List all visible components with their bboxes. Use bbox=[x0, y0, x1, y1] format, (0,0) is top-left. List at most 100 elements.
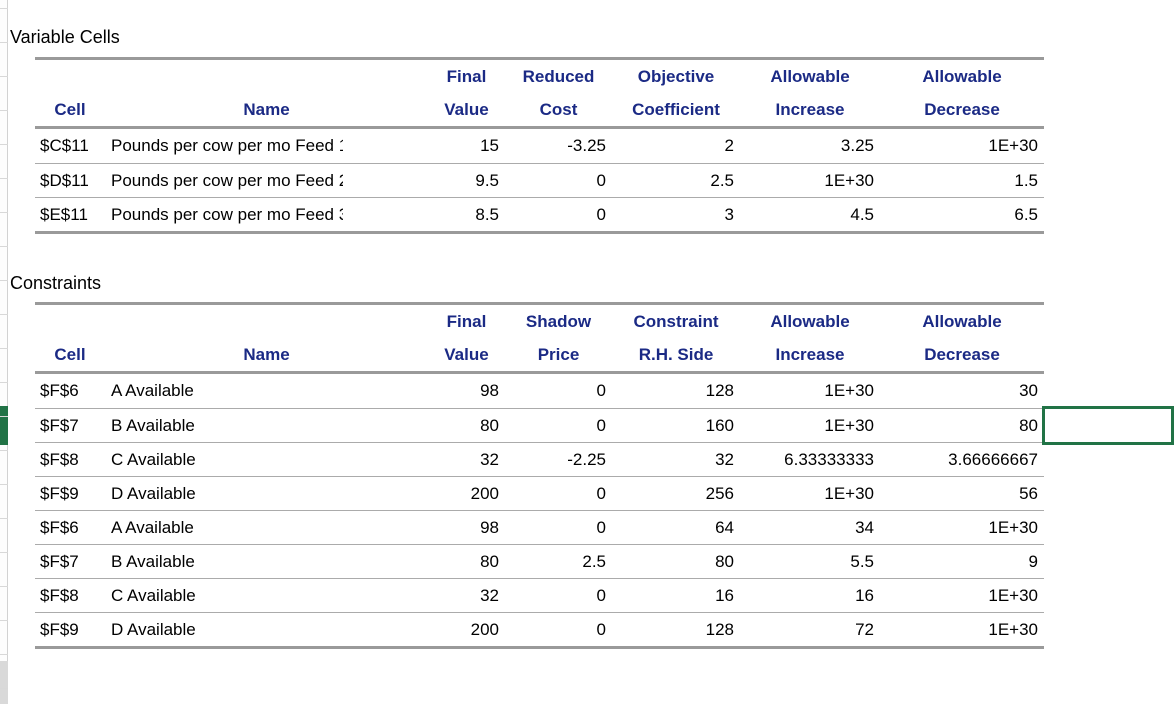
value-cell[interactable]: 200 bbox=[470, 484, 499, 503]
name-cell[interactable]: Pounds per cow per mo Feed 3 bbox=[105, 198, 428, 231]
column-header-cell[interactable]: Cell bbox=[54, 100, 86, 119]
value-cell[interactable]: 56 bbox=[1019, 484, 1038, 503]
value-cell[interactable]: 1E+30 bbox=[988, 586, 1038, 605]
value-cell[interactable]: 1.5 bbox=[1014, 171, 1038, 190]
value-cell[interactable]: 3.25 bbox=[840, 136, 874, 155]
value-cell[interactable]: 3.66666667 bbox=[948, 450, 1038, 469]
column-header-cell[interactable]: Decrease bbox=[924, 100, 1000, 119]
value-cell[interactable]: 9.5 bbox=[475, 171, 499, 190]
cell-reference[interactable]: $F$9 bbox=[40, 620, 79, 639]
value-cell[interactable]: 0 bbox=[596, 171, 606, 190]
column-header-cell[interactable]: Increase bbox=[775, 345, 845, 364]
value-cell[interactable]: 1E+30 bbox=[824, 416, 874, 435]
value-cell[interactable]: 2.5 bbox=[582, 552, 606, 571]
value-cell[interactable]: 1E+30 bbox=[988, 136, 1038, 155]
row-header-strip[interactable] bbox=[0, 0, 8, 704]
value-cell[interactable]: 0 bbox=[596, 620, 606, 639]
value-cell[interactable]: 80 bbox=[715, 552, 734, 571]
column-header-cell[interactable]: Decrease bbox=[924, 345, 1000, 364]
name-cell[interactable]: A Available bbox=[111, 381, 194, 400]
value-cell[interactable]: 15 bbox=[480, 136, 499, 155]
value-cell[interactable]: 32 bbox=[715, 450, 734, 469]
cell-reference[interactable]: $F$9 bbox=[40, 484, 79, 503]
value-cell[interactable]: 4.5 bbox=[850, 205, 874, 224]
column-header-cell[interactable]: Cell bbox=[54, 345, 86, 364]
cell-reference[interactable]: $F$7 bbox=[40, 552, 79, 571]
column-header-cell[interactable]: Shadow bbox=[525, 312, 592, 331]
value-cell[interactable]: 98 bbox=[480, 518, 499, 537]
value-cell[interactable]: 2.5 bbox=[710, 171, 734, 190]
value-cell[interactable]: 30 bbox=[1019, 381, 1038, 400]
value-cell[interactable]: 128 bbox=[705, 381, 734, 400]
cell-reference[interactable]: $F$6 bbox=[40, 381, 79, 400]
value-cell[interactable]: 72 bbox=[855, 620, 874, 639]
value-cell[interactable]: 32 bbox=[480, 586, 499, 605]
cell-reference[interactable]: $F$8 bbox=[40, 586, 79, 605]
column-header-cell[interactable]: Reduced bbox=[522, 67, 595, 86]
column-header-cell[interactable]: Value bbox=[444, 100, 489, 119]
value-cell[interactable]: 0 bbox=[596, 518, 606, 537]
name-cell[interactable]: B Available bbox=[111, 416, 195, 435]
value-cell[interactable]: 80 bbox=[480, 552, 499, 571]
column-header-cell[interactable]: Final bbox=[446, 67, 487, 86]
column-header-cell[interactable]: Allowable bbox=[770, 67, 850, 86]
column-header-cell[interactable]: Allowable bbox=[922, 312, 1002, 331]
value-cell[interactable]: 9 bbox=[1028, 552, 1038, 571]
value-cell[interactable]: 80 bbox=[1019, 416, 1038, 435]
value-cell[interactable]: 0 bbox=[596, 205, 606, 224]
value-cell[interactable]: 0 bbox=[596, 416, 606, 435]
value-cell[interactable]: 6.33333333 bbox=[784, 450, 874, 469]
value-cell[interactable]: -2.25 bbox=[567, 450, 606, 469]
column-header-cell[interactable]: Cost bbox=[539, 100, 578, 119]
value-cell[interactable]: 32 bbox=[480, 450, 499, 469]
value-cell[interactable]: 128 bbox=[705, 620, 734, 639]
value-cell[interactable]: 8.5 bbox=[475, 205, 499, 224]
value-cell[interactable]: 16 bbox=[715, 586, 734, 605]
column-header-cell[interactable]: Value bbox=[444, 345, 489, 364]
value-cell[interactable]: 0 bbox=[596, 586, 606, 605]
value-cell[interactable]: 16 bbox=[855, 586, 874, 605]
value-cell[interactable]: 6.5 bbox=[1014, 205, 1038, 224]
value-cell[interactable]: -3.25 bbox=[567, 136, 606, 155]
value-cell[interactable]: 200 bbox=[470, 620, 499, 639]
value-cell[interactable]: 3 bbox=[724, 205, 734, 224]
name-cell[interactable]: D Available bbox=[111, 484, 196, 503]
cell-reference[interactable]: $C$11 bbox=[40, 136, 89, 155]
cell-reference[interactable]: $F$6 bbox=[40, 518, 79, 537]
value-cell[interactable]: 160 bbox=[705, 416, 734, 435]
value-cell[interactable]: 98 bbox=[480, 381, 499, 400]
value-cell[interactable]: 1E+30 bbox=[988, 620, 1038, 639]
name-cell[interactable]: C Available bbox=[111, 450, 196, 469]
cell-reference[interactable]: $F$7 bbox=[40, 416, 79, 435]
value-cell[interactable]: 34 bbox=[855, 518, 874, 537]
name-cell[interactable]: Pounds per cow per mo Feed 2 bbox=[105, 164, 428, 197]
column-header-cell[interactable]: Objective bbox=[637, 67, 715, 86]
column-header-cell[interactable]: Price bbox=[537, 345, 580, 364]
value-cell[interactable]: 5.5 bbox=[850, 552, 874, 571]
column-header-cell[interactable]: R.H. Side bbox=[638, 345, 714, 364]
value-cell[interactable]: 1E+30 bbox=[824, 381, 874, 400]
section-title-variable-cells[interactable]: Variable Cells bbox=[10, 27, 120, 47]
column-header-cell[interactable]: Constraint bbox=[633, 312, 719, 331]
name-cell[interactable]: B Available bbox=[111, 552, 195, 571]
value-cell[interactable]: 1E+30 bbox=[988, 518, 1038, 537]
section-title-constraints[interactable]: Constraints bbox=[10, 273, 102, 293]
value-cell[interactable]: 64 bbox=[715, 518, 734, 537]
cell-reference[interactable]: $F$8 bbox=[40, 450, 79, 469]
value-cell[interactable]: 256 bbox=[705, 484, 734, 503]
name-cell[interactable]: Pounds per cow per mo Feed 1 bbox=[105, 129, 428, 163]
value-cell[interactable]: 1E+30 bbox=[824, 171, 874, 190]
name-cell[interactable]: C Available bbox=[111, 586, 196, 605]
column-header-cell[interactable]: Increase bbox=[775, 100, 845, 119]
column-header-cell[interactable]: Name bbox=[243, 345, 290, 364]
value-cell[interactable]: 0 bbox=[596, 484, 606, 503]
column-header-cell[interactable]: Allowable bbox=[770, 312, 850, 331]
cell-reference[interactable]: $D$11 bbox=[40, 171, 89, 190]
active-cell-selection[interactable] bbox=[1042, 406, 1174, 445]
column-header-cell[interactable]: Allowable bbox=[922, 67, 1002, 86]
column-header-cell[interactable]: Final bbox=[446, 312, 487, 331]
name-cell[interactable]: A Available bbox=[111, 518, 194, 537]
value-cell[interactable]: 2 bbox=[724, 136, 734, 155]
value-cell[interactable]: 1E+30 bbox=[824, 484, 874, 503]
value-cell[interactable]: 80 bbox=[480, 416, 499, 435]
